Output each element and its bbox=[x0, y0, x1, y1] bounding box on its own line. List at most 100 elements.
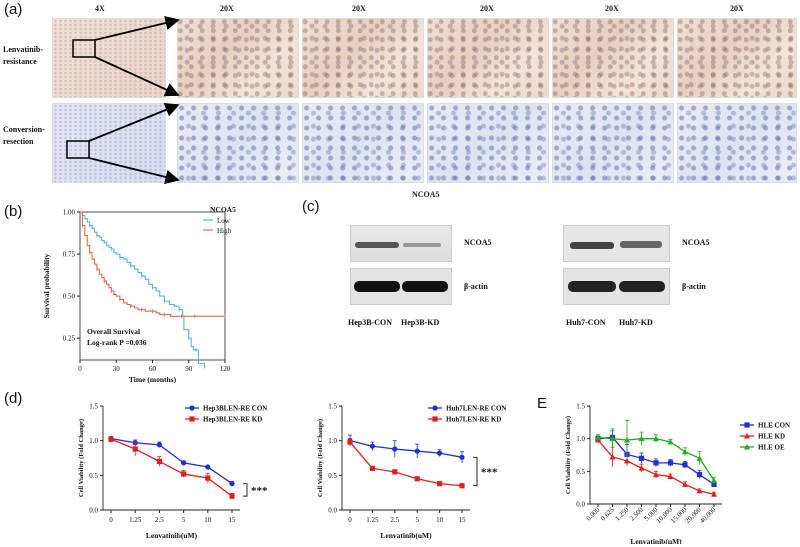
band bbox=[403, 243, 441, 247]
band bbox=[354, 281, 400, 292]
row-label-line: Conversion- bbox=[3, 125, 45, 134]
x-tick-label: 30 bbox=[113, 365, 121, 373]
x-tick-label: 0 bbox=[109, 516, 113, 524]
x-axis-label: Time (months) bbox=[129, 375, 177, 384]
data-point bbox=[229, 481, 235, 487]
legend-label: Huh7LEN-RE KD bbox=[446, 416, 501, 424]
mag-label-20x-2: 20X bbox=[352, 4, 366, 13]
data-point bbox=[696, 487, 703, 494]
western-blot-hep3b-ncoa5 bbox=[350, 225, 452, 262]
x-tick-label: 0 bbox=[348, 516, 352, 524]
y-tick-label: 1.00 bbox=[63, 209, 76, 217]
x-axis-label: Lenvatinib(μM) bbox=[630, 537, 682, 544]
legend-label: High bbox=[217, 227, 232, 235]
ihc-image-resection-20x-3 bbox=[427, 103, 549, 183]
y-tick-label: 0.50 bbox=[63, 293, 76, 301]
x-tick-label: 0.625 bbox=[599, 505, 616, 522]
data-point bbox=[682, 481, 688, 487]
data-point bbox=[667, 473, 674, 480]
x-axis-label: Lenvatinib(uM) bbox=[146, 531, 198, 540]
legend-marker bbox=[432, 405, 438, 411]
lane-label-huh7-con: Huh7-CON bbox=[566, 318, 606, 327]
x-tick-label: 120 bbox=[220, 365, 231, 373]
mag-label-20x-4: 20X bbox=[605, 4, 619, 13]
ihc-image-resection-20x-4 bbox=[552, 103, 674, 183]
data-point bbox=[667, 460, 674, 466]
mag-label-4x: 4X bbox=[95, 4, 105, 13]
data-point bbox=[609, 435, 616, 442]
western-blot-huh7-ncoa5 bbox=[563, 225, 670, 262]
hle-viability-chart: 0.00.51.01.50.0000.6251.2502.5005.00010.… bbox=[565, 403, 790, 545]
data-point bbox=[437, 481, 443, 487]
legend-label: HLE OE bbox=[758, 444, 785, 452]
data-point bbox=[696, 472, 703, 478]
ihc-image-resistance-4x bbox=[52, 18, 166, 98]
data-point bbox=[624, 436, 630, 443]
panel-label-d: (d) bbox=[4, 390, 23, 407]
x-tick-label: 5 bbox=[182, 516, 186, 524]
y-axis-label: Cell Viability (Fold Change) bbox=[317, 419, 324, 497]
data-point bbox=[609, 453, 616, 460]
blot-label-actin-right: β-actin bbox=[682, 282, 706, 291]
km-curve-low bbox=[80, 211, 206, 368]
data-point bbox=[181, 471, 187, 477]
band bbox=[402, 281, 448, 292]
ihc-image-resection-20x-1 bbox=[177, 103, 299, 183]
data-point bbox=[108, 436, 114, 442]
panel-label-a: (a) bbox=[4, 1, 23, 18]
mag-label-20x-3: 20X bbox=[480, 4, 494, 13]
x-tick-label: 10 bbox=[204, 516, 212, 524]
series-line-1 bbox=[349, 441, 463, 487]
data-point bbox=[156, 442, 162, 448]
legend-marker bbox=[189, 416, 195, 422]
data-point bbox=[414, 476, 420, 482]
y-axis-label: Cell Viability (Fold Change) bbox=[78, 419, 85, 497]
data-point bbox=[347, 439, 353, 445]
data-point bbox=[205, 464, 211, 470]
legend-marker bbox=[189, 405, 195, 411]
legend-marker bbox=[744, 444, 750, 450]
legend-label: HLE KD bbox=[758, 433, 785, 441]
ihc-image-resistance-20x-1 bbox=[177, 18, 299, 98]
data-point bbox=[459, 483, 465, 489]
x-axis-label: Lenvatinib(uM) bbox=[380, 531, 432, 540]
x-tick-label: 60 bbox=[149, 365, 157, 373]
series-line-0 bbox=[349, 440, 463, 458]
data-point bbox=[392, 446, 398, 452]
row-label-line: resistance bbox=[3, 57, 37, 66]
y-tick-label: 1.5 bbox=[576, 403, 585, 411]
band bbox=[620, 241, 662, 248]
lane-label-hep3b-con: Hep3B-CON bbox=[348, 318, 392, 327]
data-point bbox=[459, 454, 465, 460]
significance-stars: *** bbox=[251, 485, 268, 497]
zoom-indicators bbox=[66, 15, 180, 184]
y-tick-label: 1.0 bbox=[89, 437, 98, 445]
x-tick-label: 15 bbox=[229, 516, 237, 524]
data-point bbox=[229, 493, 235, 499]
blot-label-actin-left: β-actin bbox=[464, 282, 488, 291]
band bbox=[568, 281, 616, 292]
ihc-image-resistance-20x-3 bbox=[427, 18, 549, 98]
legend-marker bbox=[744, 433, 750, 439]
significance-bracket bbox=[243, 483, 248, 497]
huh7-viability-chart: 0.0 0.5 1.0 1.5 0 1.25 2.5 5 10 15 Lenvatinib(uM) C… bbox=[317, 403, 506, 541]
series-line-1 bbox=[110, 438, 233, 497]
km-annotation-title: Overall Survival bbox=[87, 327, 140, 336]
data-point bbox=[369, 465, 375, 471]
data-point bbox=[667, 438, 674, 445]
x-tick-label: 0.000 bbox=[585, 505, 602, 522]
mag-label-20x-1: 20X bbox=[220, 4, 234, 13]
lane-label-huh7-kd: Huh7-KD bbox=[619, 318, 653, 327]
zoom-arrow bbox=[94, 56, 180, 97]
x-tick-label: 40.000 bbox=[698, 505, 718, 525]
km-curve-high bbox=[80, 211, 225, 317]
data-point bbox=[437, 450, 443, 456]
band bbox=[570, 242, 614, 249]
data-point bbox=[414, 448, 420, 454]
x-tick-label: 10 bbox=[436, 516, 444, 524]
zoom-box-top bbox=[72, 39, 96, 58]
km-survival-chart: 0 30 60 90 120 1.00 0.75 0.50 0.25 Time (months) S… bbox=[42, 205, 236, 384]
x-tick-label: 2.500 bbox=[628, 505, 645, 522]
hep3b-viability-chart: 0.0 0.5 1.0 1.5 0 1.25 2.5 5 10 15 Lenvatinib(uM) C… bbox=[78, 403, 268, 541]
y-tick-label: 0.0 bbox=[328, 507, 337, 515]
